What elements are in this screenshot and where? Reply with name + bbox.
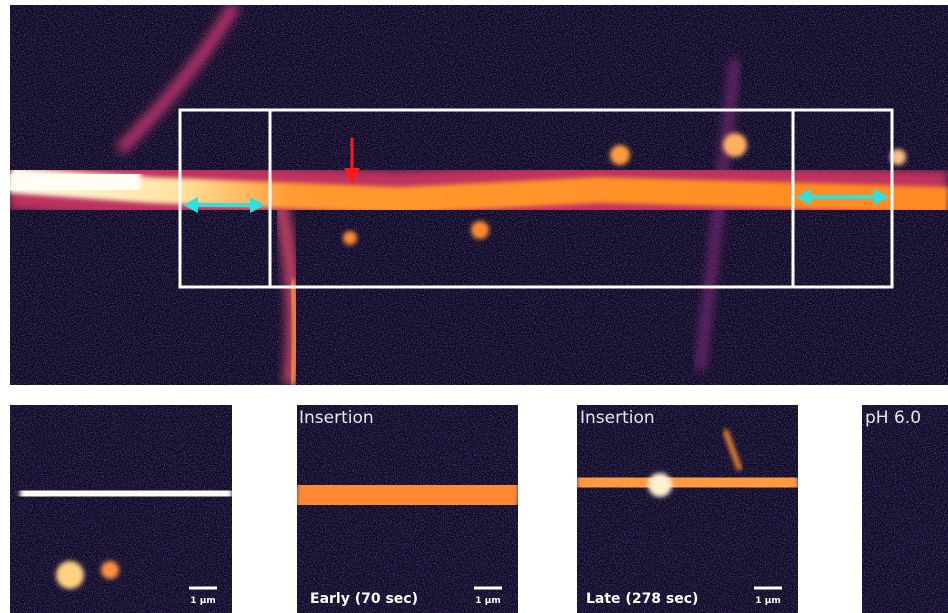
panel-label: Insertion — [299, 408, 374, 428]
scale-bar-label: 1 µm — [755, 596, 780, 606]
panel-label: pH 6.0 — [865, 408, 921, 428]
panel-caption: Early (70 sec) — [310, 591, 418, 607]
scale-bar-label: 1 µm — [475, 596, 500, 606]
scale-bar-label: 1 µm — [190, 596, 215, 606]
panel-label: Insertion — [580, 408, 655, 428]
panel: Insertion Early (70 sec) 1 µm — [297, 405, 518, 613]
panel: pH 6.0 — [862, 405, 948, 613]
panel: Insertion Late (278 sec) 1 µm — [577, 405, 798, 613]
panel: 1 µm — [10, 405, 232, 613]
panel-caption: Late (278 sec) — [586, 591, 698, 607]
overview-image — [10, 5, 948, 385]
